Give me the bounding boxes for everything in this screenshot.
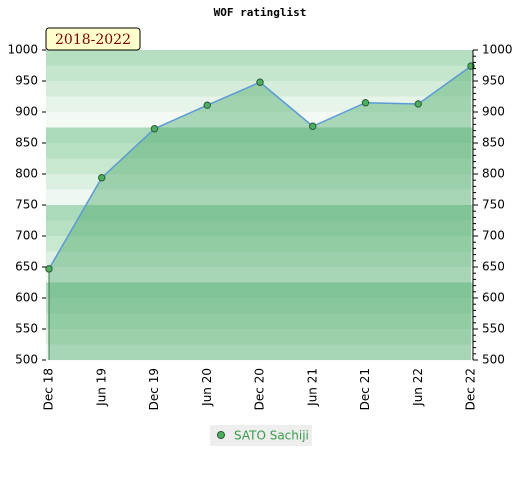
background-stripe	[46, 329, 473, 345]
background-stripe	[46, 158, 473, 175]
y2-tick-label: 650	[482, 260, 505, 274]
x-tick-label: Dec 19	[147, 368, 161, 410]
y-tick-label: 600	[15, 291, 38, 305]
background-stripe	[46, 189, 473, 206]
y2-tick-label: 900	[482, 105, 505, 119]
background-stripe	[46, 251, 473, 268]
x-tick-label: Dec 22	[464, 368, 478, 410]
y-tick-label: 800	[15, 167, 38, 181]
legend	[210, 425, 312, 446]
x-tick-label: Jun 21	[305, 368, 319, 407]
point	[256, 78, 264, 86]
background-stripe	[46, 220, 473, 237]
background-stripe	[46, 50, 473, 66]
background-stripe	[46, 344, 473, 361]
y-tick-label: 750	[15, 198, 38, 212]
plot	[45, 62, 475, 361]
background-stripe	[46, 65, 473, 82]
background-stripe	[46, 236, 473, 252]
y2-tick-label: 850	[482, 136, 505, 150]
point	[361, 99, 370, 107]
background-stripe	[46, 81, 473, 97]
chart-title: WOF ratinglist	[214, 6, 307, 19]
background-stripe	[46, 282, 473, 299]
y2-tick-label: 500	[482, 353, 505, 367]
legend-label: SATO Sachiji	[234, 429, 309, 443]
y2-tick-label: 750	[482, 198, 505, 212]
background-stripe	[46, 112, 473, 128]
y-tick-label: 650	[15, 260, 38, 274]
annotation-box	[45, 27, 141, 51]
x-tick-label: Dec 18	[42, 368, 56, 410]
y2-tick-label: 800	[482, 167, 505, 181]
y-tick-label: 950	[15, 74, 38, 88]
plot-background	[46, 50, 473, 361]
y2-tick-label: 1000	[482, 43, 513, 57]
point	[45, 265, 53, 273]
point	[203, 101, 211, 109]
y-tick-label: 900	[15, 105, 38, 119]
background-stripe	[46, 298, 473, 314]
x-tick-label: Dec 21	[358, 368, 372, 410]
background-stripe	[46, 205, 473, 221]
y2-tick-label: 550	[482, 322, 505, 336]
y-tick-label: 700	[15, 229, 38, 243]
y-tick-label: 1000	[7, 43, 38, 57]
y-tick-label: 500	[15, 353, 38, 367]
y-tick-label: 850	[15, 136, 38, 150]
legend-marker	[217, 431, 225, 439]
x-tick-label: Jun 20	[200, 368, 214, 407]
point	[309, 122, 317, 130]
x-tick-label: Dec 20	[253, 368, 267, 410]
y2-tick-label: 700	[482, 229, 505, 243]
background-stripe	[46, 313, 473, 330]
annotation: 2018-2022	[55, 32, 131, 48]
point	[414, 100, 422, 108]
y2-tick-label: 600	[482, 291, 505, 305]
point	[98, 174, 106, 182]
background-stripe	[46, 143, 473, 159]
y-tick-label: 550	[15, 322, 38, 336]
y2-tick-label: 950	[482, 74, 505, 88]
background-stripe	[46, 174, 473, 190]
x-tick-label: Jun 19	[94, 368, 108, 407]
point	[150, 125, 159, 133]
x-tick-label: Jun 22	[411, 368, 425, 407]
background-stripe	[46, 267, 473, 283]
area	[49, 66, 471, 361]
